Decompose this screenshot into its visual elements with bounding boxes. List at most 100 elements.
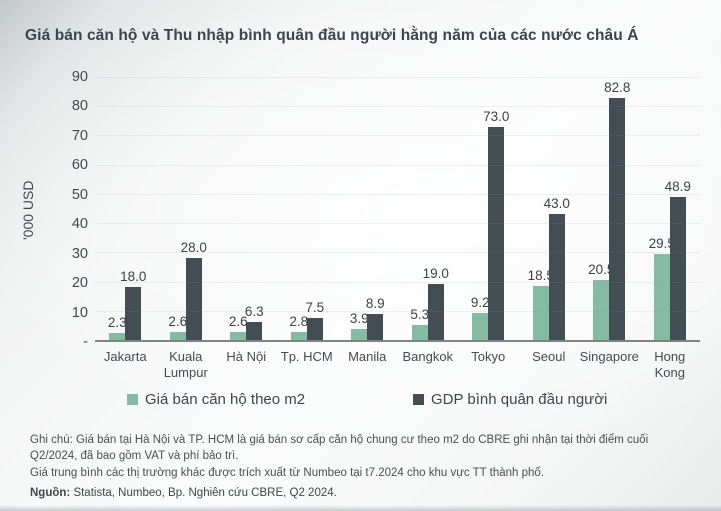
bar-group-bangkok: 5.3 19.0 bbox=[398, 77, 459, 340]
x-category-label: Seoul bbox=[532, 349, 566, 364]
bar-group-singapore: 20.5 82.8 bbox=[579, 77, 640, 340]
y-tick-label: 50 bbox=[71, 186, 88, 203]
legend-item-gdp: GDP bình quân đầu người bbox=[413, 391, 607, 408]
bar-value-label: 7.5 bbox=[305, 300, 325, 316]
x-category-label: Jakarta bbox=[103, 349, 147, 364]
bar-group-manila: 3.9 8.9 bbox=[337, 77, 398, 340]
legend-label: Giá bán căn hộ theo m2 bbox=[145, 391, 306, 408]
bar-apartment-price bbox=[290, 331, 307, 340]
bar-wrap: 18.0 bbox=[120, 77, 146, 340]
x-category-label: Manila bbox=[348, 349, 387, 364]
bar-wrap: 20.5 bbox=[588, 77, 614, 340]
bar-wrap: 2.3 bbox=[107, 77, 127, 340]
chart-legend: Giá bán căn hộ theo m2 GDP bình quân đầu… bbox=[0, 391, 721, 411]
x-category-label: Bangkok bbox=[402, 349, 454, 364]
bar-value-label: 43.0 bbox=[543, 196, 570, 212]
bar-value-label: 18.0 bbox=[120, 269, 147, 285]
bar-apartment-price bbox=[532, 285, 549, 340]
y-tick-label: 80 bbox=[71, 98, 88, 115]
bar-wrap: 19.0 bbox=[423, 77, 449, 340]
bar-wrap: 2.6 bbox=[168, 77, 187, 340]
gridline bbox=[95, 135, 700, 137]
bar-gdp bbox=[367, 314, 384, 340]
footnote-line-1: Ghi chú: Giá bán tại Hà Nội và TP. HCM l… bbox=[30, 434, 649, 463]
bar-value-label: 2.3 bbox=[107, 315, 127, 331]
footnote-line-2: Giá trung bình các thị trường khác được … bbox=[30, 466, 545, 479]
bar-apartment-price bbox=[411, 324, 428, 340]
y-tick-label: - bbox=[83, 334, 88, 350]
source-text: Statista, Numbeo, Bp. Nghiên cứu CBRE, Q… bbox=[73, 487, 337, 499]
bar-apartment-price bbox=[593, 280, 610, 340]
legend-swatch-dark bbox=[413, 394, 424, 405]
x-category-label: Kuala Lumpur bbox=[163, 349, 208, 381]
y-axis-unit-label: '000 USD bbox=[20, 180, 36, 240]
gridline bbox=[95, 310, 700, 312]
bar-wrap: 43.0 bbox=[544, 77, 570, 340]
bar-chart: '000 USD 90 80 70 60 50 40 30 20 10- 2.3 18.0 2.6 2… bbox=[20, 69, 700, 382]
bar-value-label: 29.5 bbox=[648, 235, 675, 251]
bar-groups: 2.3 18.0 2.6 28.0 2.6 6.3 2.8 7.5 3.9 8.9 5.3 19.0 9… bbox=[95, 77, 700, 340]
bar-wrap: 5.3 bbox=[410, 77, 429, 340]
bar-gdp bbox=[548, 214, 565, 340]
bar-apartment-price bbox=[472, 313, 489, 340]
bar-gdp bbox=[427, 284, 444, 340]
bar-group-hong-kong: 29.5 48.9 bbox=[640, 77, 701, 340]
source-line: Nguồn: Statista, Numbeo, Bp. Nghiên cứu … bbox=[30, 487, 337, 499]
bar-value-label: 48.9 bbox=[664, 179, 691, 195]
y-tick-label: 70 bbox=[71, 127, 88, 144]
bar-wrap: 7.5 bbox=[305, 77, 325, 340]
x-axis-category-labels: Jakarta Kuala Lumpur Hà Nội Tp. HCM Manila Ba… bbox=[95, 349, 700, 382]
bar-group-tokyo: 9.2 73.0 bbox=[458, 77, 519, 340]
bar-apartment-price bbox=[169, 332, 186, 340]
bar-value-label: 8.9 bbox=[365, 296, 385, 311]
bar-wrap: 3.9 bbox=[349, 77, 369, 340]
bar-gdp bbox=[306, 318, 323, 340]
bar-wrap: 73.0 bbox=[483, 77, 509, 340]
bar-wrap: 48.9 bbox=[665, 77, 691, 340]
bar-wrap: 2.6 bbox=[228, 77, 248, 340]
bar-wrap: 18.5 bbox=[528, 77, 554, 340]
y-tick-label: 10 bbox=[71, 304, 88, 321]
source-label: Nguồn: bbox=[30, 487, 71, 499]
y-tick-label: 90 bbox=[71, 69, 88, 85]
legend-item-apartment-price: Giá bán căn hộ theo m2 bbox=[127, 391, 305, 408]
gridline bbox=[95, 281, 700, 283]
bar-wrap: 29.5 bbox=[649, 77, 675, 340]
bar-wrap: 8.9 bbox=[365, 77, 385, 340]
gridline bbox=[95, 106, 700, 108]
gridline bbox=[95, 164, 700, 166]
y-tick-label: 30 bbox=[71, 245, 88, 262]
bar-value-label: 2.8 bbox=[289, 313, 309, 329]
bar-value-label: 20.5 bbox=[588, 262, 615, 278]
bar-value-label: 28.0 bbox=[180, 240, 207, 256]
bar-gdp bbox=[488, 126, 505, 340]
bar-value-label: 2.6 bbox=[228, 314, 248, 330]
bar-gdp bbox=[609, 98, 626, 340]
bar-gdp bbox=[246, 321, 263, 340]
legend-label: GDP bình quân đầu người bbox=[431, 391, 608, 408]
bar-value-label: 73.0 bbox=[483, 108, 510, 124]
bar-gdp bbox=[125, 287, 142, 340]
y-tick-label: 20 bbox=[71, 275, 88, 292]
y-tick-label: 40 bbox=[71, 216, 88, 233]
x-category-label: Tp. HCM bbox=[280, 349, 333, 364]
bar-gdp bbox=[185, 258, 202, 340]
plot-area: 2.3 18.0 2.6 28.0 2.6 6.3 2.8 7.5 3.9 8.9 5.3 19.0 9… bbox=[95, 77, 700, 342]
bar-group-jakarta: 2.3 18.0 bbox=[95, 77, 156, 340]
gridline bbox=[95, 223, 700, 225]
bar-group-seoul: 18.5 43.0 bbox=[519, 77, 580, 340]
bar-value-label: 9.2 bbox=[470, 295, 490, 311]
bar-value-label: 3.9 bbox=[349, 310, 369, 326]
chart-title: Giá bán căn hộ và Thu nhập bình quân đầu… bbox=[25, 27, 639, 44]
bar-value-label: 6.3 bbox=[244, 303, 264, 319]
bar-apartment-price bbox=[351, 328, 368, 340]
gridline bbox=[95, 252, 700, 254]
bar-value-label: 82.8 bbox=[604, 80, 631, 96]
footnote: Ghi chú: Giá bán tại Hà Nội và TP. HCM l… bbox=[30, 432, 685, 481]
bar-gdp bbox=[669, 197, 686, 340]
bar-wrap: 9.2 bbox=[470, 77, 490, 340]
bar-apartment-price bbox=[653, 253, 670, 340]
bar-apartment-price bbox=[230, 332, 247, 340]
x-category-label: Tokyo bbox=[471, 349, 506, 364]
